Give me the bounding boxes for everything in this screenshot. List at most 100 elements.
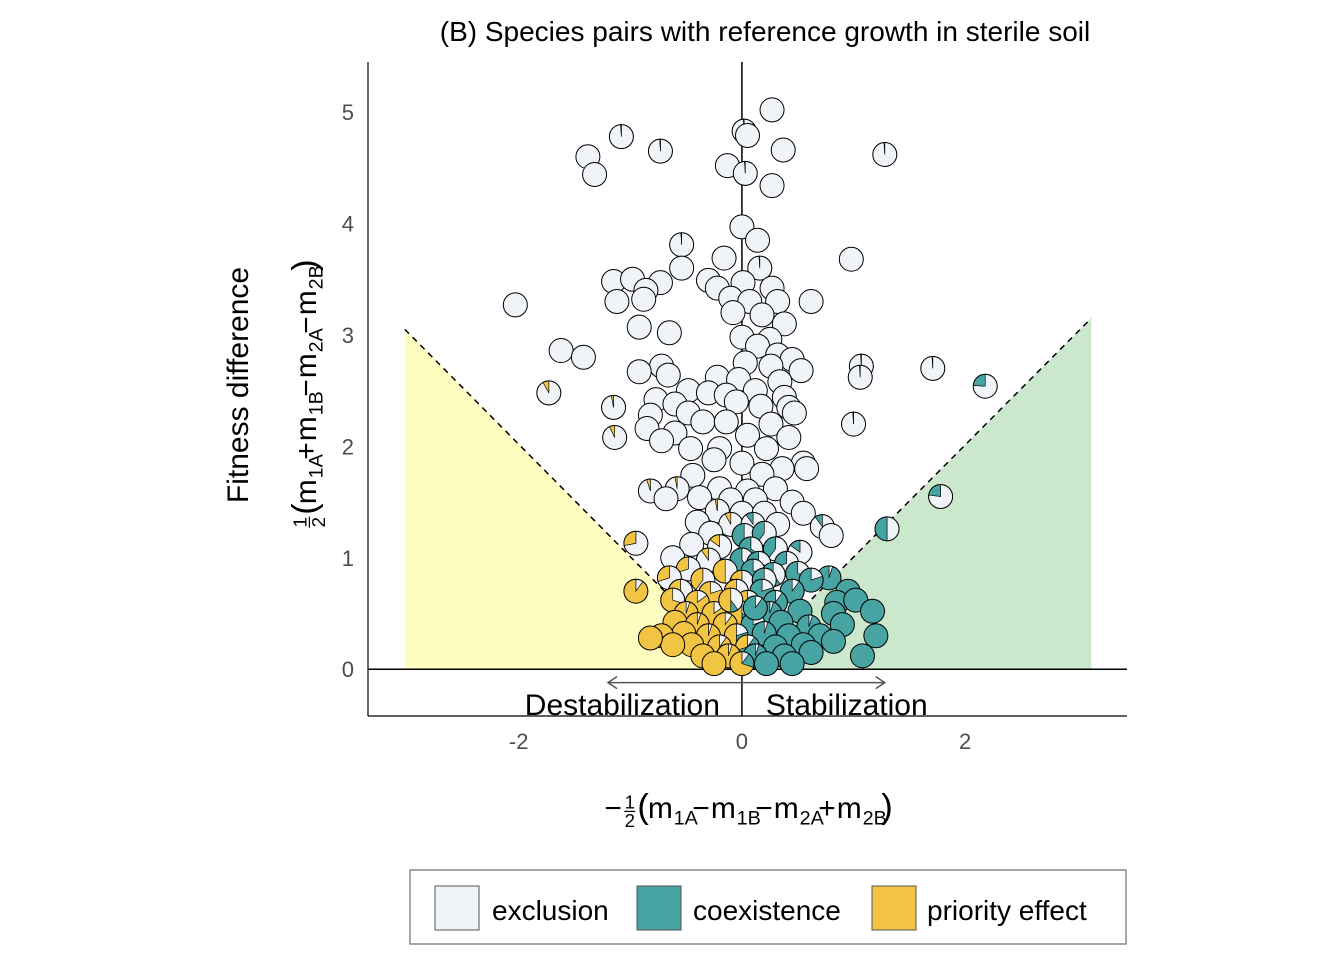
formula-part: +	[290, 442, 323, 460]
pie-point	[770, 137, 796, 163]
legend: exclusion coexistence priority effect	[409, 869, 1127, 945]
formula-subscript: 1B	[737, 808, 761, 830]
x-axis-formula: −12(m 1A− m 1B− m 2A+ m 2B)	[604, 788, 892, 831]
pie-point	[608, 124, 634, 150]
x-tick-label: 2	[959, 729, 971, 754]
pie-point	[794, 456, 820, 482]
formula-part: −	[290, 316, 323, 334]
pie-point	[729, 450, 755, 476]
pie-point	[872, 141, 898, 167]
pie-point	[920, 355, 946, 381]
pie-point	[776, 424, 802, 450]
pie-point	[637, 625, 663, 651]
destabilization-label: Destabilization	[525, 689, 720, 722]
pie-point	[753, 651, 779, 677]
pie-point	[623, 578, 649, 604]
pie-point	[711, 245, 737, 271]
legend-swatch	[871, 885, 917, 931]
pie-point	[582, 162, 608, 188]
formula-part: (	[637, 788, 649, 826]
formula-part: −	[290, 379, 323, 397]
pie-point	[669, 232, 695, 258]
pie-point	[653, 486, 679, 512]
frac-den: 2	[625, 810, 635, 831]
y-axis-formula: 12(m1A+m1B−m2A−m2B)	[286, 259, 329, 528]
formula-part: −	[755, 792, 773, 825]
pie-point	[972, 373, 998, 399]
pie-point	[818, 523, 844, 549]
pie-point	[790, 500, 816, 526]
pie-point	[548, 338, 574, 364]
formula-part: m	[290, 416, 323, 441]
formula-subscript: 2B	[306, 265, 328, 289]
pie-point	[502, 292, 528, 318]
frac-num: 1	[625, 791, 635, 812]
legend-box	[409, 869, 1127, 945]
pie-point	[798, 289, 824, 315]
formula-subscript: 1A	[674, 808, 699, 830]
pie-point	[753, 436, 779, 462]
pie-point	[781, 400, 807, 426]
pie-point	[747, 255, 773, 281]
pie-point	[771, 311, 797, 337]
formula-subscript: 2A	[306, 327, 328, 352]
pie-point	[623, 530, 649, 556]
formula-part: m	[290, 479, 323, 504]
x-tick-label: -2	[509, 729, 529, 754]
pie-point	[570, 344, 596, 370]
pie-point	[604, 289, 630, 315]
pie-point	[849, 643, 875, 669]
pie-point	[690, 409, 716, 435]
priority-region	[404, 329, 742, 670]
legend-label: coexistence	[693, 895, 841, 926]
pie-point	[701, 447, 727, 473]
formula-subscript: 1A	[306, 453, 328, 478]
annotations: Destabilization Stabilization	[525, 675, 928, 722]
y-tick-label: 1	[342, 546, 354, 571]
pie-point	[735, 123, 760, 149]
pie-point	[649, 428, 675, 454]
pie-point	[713, 409, 739, 435]
pie-point	[735, 422, 760, 448]
pie-point	[655, 362, 681, 388]
frac-num: 1	[289, 517, 310, 527]
formula-part: +	[818, 792, 836, 825]
pie-point	[656, 320, 682, 346]
formula-part: −	[692, 792, 710, 825]
tick-labels: -2 0 2 0 1 2 3 4 5	[342, 100, 972, 754]
pie-points	[502, 97, 998, 677]
pie-point	[669, 255, 695, 281]
pie-point	[732, 160, 758, 186]
chart-title: (B) Species pairs with reference growth …	[440, 16, 1090, 47]
legend-swatch	[434, 885, 480, 931]
pie-point	[798, 639, 824, 665]
stabilization-label: Stabilization	[766, 689, 928, 722]
pie-point	[788, 358, 814, 384]
formula-part: m	[837, 792, 862, 825]
pie-point	[863, 623, 889, 649]
pie-point	[759, 173, 785, 199]
arrow-head-right	[875, 675, 887, 690]
legend-swatch	[636, 885, 682, 931]
y-tick-label: 2	[342, 434, 354, 459]
formula-part: (	[286, 503, 324, 515]
formula-subscript: 2B	[863, 808, 887, 830]
pie-point	[860, 598, 886, 624]
formula-part: )	[881, 788, 893, 826]
pie-point	[729, 651, 755, 677]
pie-point	[602, 424, 628, 450]
y-tick-label: 4	[342, 212, 354, 237]
pie-point	[779, 651, 805, 677]
y-tick-label: 5	[342, 100, 354, 125]
y-axis-title: Fitness difference	[222, 267, 255, 503]
formula-part: )	[286, 259, 324, 271]
pie-point	[742, 595, 768, 621]
formula-part: m	[648, 792, 673, 825]
pie-point	[701, 651, 727, 677]
pie-point	[679, 531, 705, 557]
x-tick-label: 0	[736, 729, 748, 754]
pie-point	[626, 359, 652, 385]
pie-point	[874, 516, 900, 542]
pie-point	[647, 138, 673, 164]
pie-point	[536, 380, 562, 406]
